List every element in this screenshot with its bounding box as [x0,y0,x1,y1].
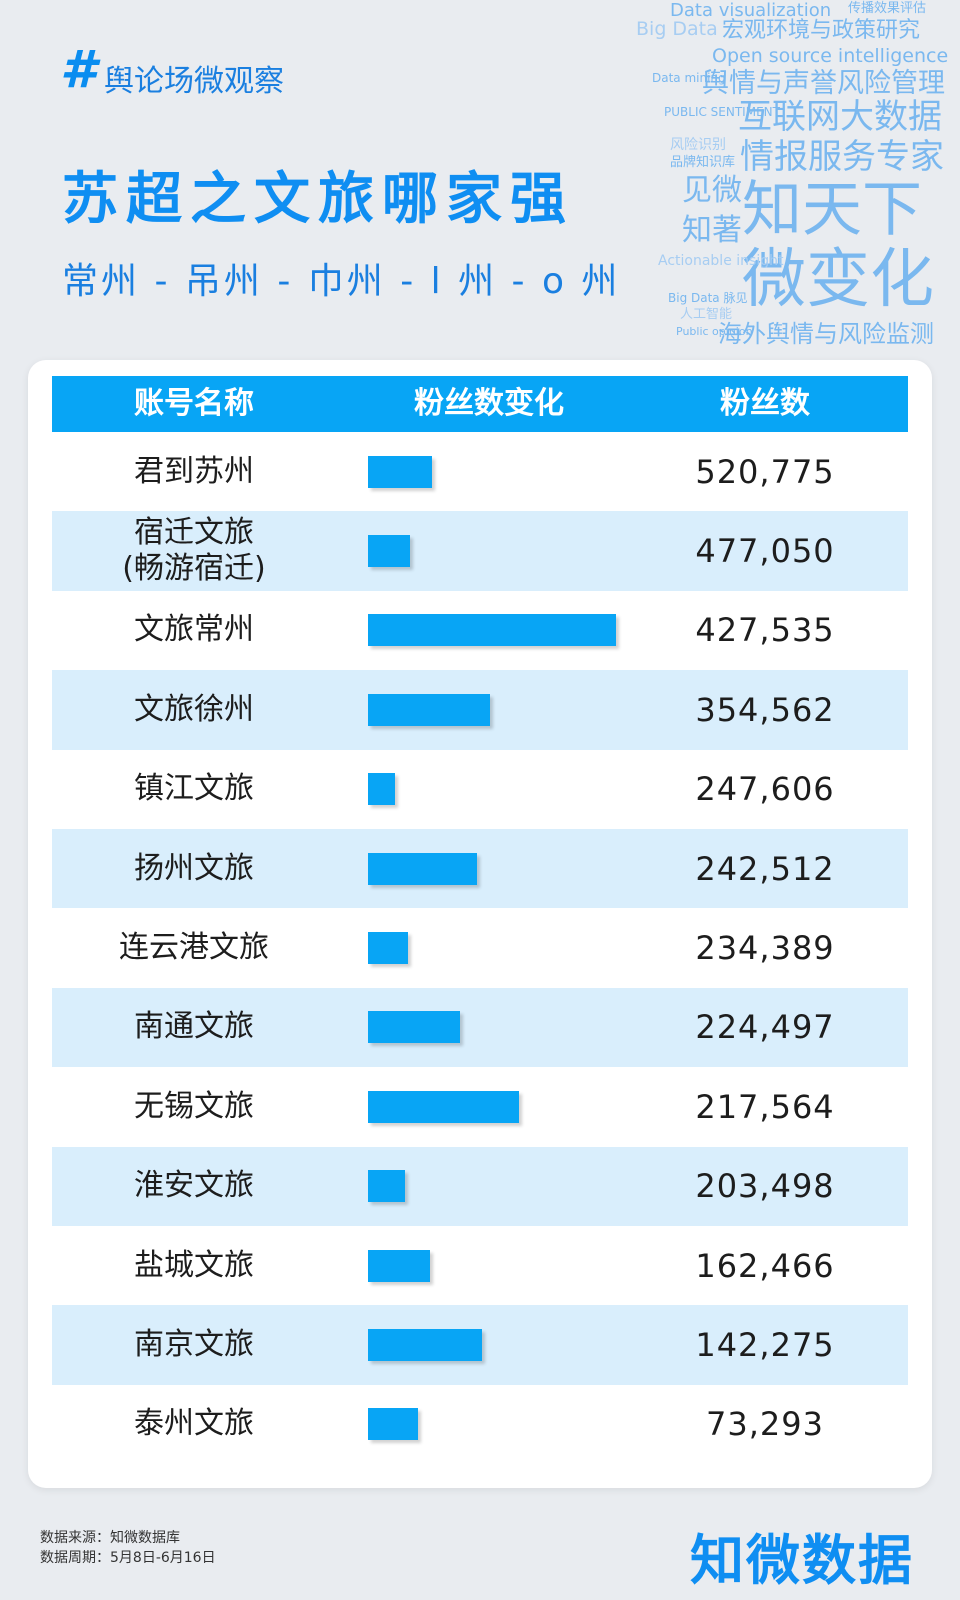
cloud-word: PUBLIC SENTIMENT [664,105,780,119]
account-name: 泰州文旅 [134,1406,254,1442]
table-body: 君到苏州 520,775 宿迁文旅 (畅游宿迁) 477,050 文旅常州 427,535… [52,432,908,1464]
fans-change-bar [368,693,490,726]
fans-count: 354,562 [695,690,835,729]
fans-change-bar [368,852,477,885]
table-row: 文旅常州 427,535 [52,591,908,670]
cloud-word: 情报服务专家 [740,137,944,177]
column-tag: 舆论场微观察 [104,64,284,99]
table-row: 文旅徐州 354,562 [52,670,908,750]
account-name: 无锡文旅 [134,1088,254,1124]
fans-change-bar [368,1408,418,1441]
account-name: 淮安文旅 [134,1168,254,1204]
fans-count: 520,775 [695,452,835,491]
data-source: 数据来源：知微数据库 [40,1530,180,1546]
cloud-word: 海外舆情与风险监测 [718,320,934,348]
table-row: 无锡文旅 217,564 [52,1067,908,1146]
cloud-word: 互联网大数据 [738,97,942,137]
table-row: 南京文旅 142,275 [52,1305,908,1385]
header-account-name: 账号名称 [134,386,254,421]
brand-logo: 知微数据 [690,1529,914,1592]
cloud-word: 品牌知识库 [670,155,736,170]
fans-change-bar [368,773,395,806]
fans-count: 162,466 [695,1246,835,1285]
cloud-word: Data visualization [670,0,832,21]
fans-count: 73,293 [706,1405,824,1444]
cloud-word: 人工智能 [680,307,733,322]
table-row: 盐城文旅 162,466 [52,1226,908,1305]
fans-count: 203,498 [695,1167,835,1206]
fans-change-bar [368,1249,430,1282]
cloud-word: 舆情与声誉风险管理 [702,68,945,99]
fans-count: 224,497 [695,1008,835,1047]
word-cloud: Data visualization 传播效果评估 Big Data 宏观环境与… [630,0,960,560]
fans-change-bar [368,1090,519,1123]
account-name: 连云港文旅 [119,930,269,966]
fans-count: 477,050 [695,532,835,571]
fans-count: 234,389 [695,929,835,968]
cloud-word: 传播效果评估 [848,1,927,16]
table-row: 泰州文旅 73,293 [52,1385,908,1464]
account-name: 南京文旅 [134,1326,254,1362]
cloud-word: 知著 [682,213,742,248]
table-row: 扬州文旅 242,512 [52,828,908,909]
table-row: 君到苏州 520,775 [52,432,908,511]
fans-change-bar [368,1328,482,1361]
table-header: 账号名称 粉丝数变化 粉丝数 [52,376,908,432]
ranking-card: 账号名称 粉丝数变化 粉丝数 君到苏州 520,775 宿迁文旅 (畅游宿迁) 477… [28,360,932,1488]
cloud-word: Big Data 脉见 [668,291,748,305]
table-row: 连云港文旅 234,389 [52,908,908,987]
page-title: 苏超之文旅哪家强 [62,167,574,232]
table-row: 宿迁文旅 (畅游宿迁) 477,050 [52,511,908,591]
header-fans-change: 粉丝数变化 [414,386,564,421]
cloud-word: 风险识别 [670,137,726,153]
account-name: 盐城文旅 [134,1247,254,1283]
table-row: 镇江文旅 247,606 [52,750,908,829]
fans-count: 242,512 [695,849,835,888]
page-subtitle: 常州 - 吊州 - 巾州 - l 州 - o 州 [62,261,621,302]
fans-change-bar [368,932,408,965]
account-name: 镇江文旅 [134,771,254,807]
fans-change-bar [368,1170,405,1203]
table-row: 淮安文旅 203,498 [52,1146,908,1226]
hash-icon: # [60,40,97,100]
cloud-word: Public opinion [676,325,753,338]
fans-count: 217,564 [695,1087,835,1126]
fans-count: 427,535 [695,611,835,650]
account-name: 文旅徐州 [134,691,254,727]
cloud-word: 宏观环境与政策研究 [722,18,921,43]
fans-count: 142,275 [695,1325,835,1364]
cloud-word: Actionable insight [658,253,784,269]
cloud-word: Data mining [652,71,726,85]
fans-change-bar [368,455,432,488]
account-name: 君到苏州 [134,453,254,489]
cloud-word: Big Data [636,18,718,40]
footer-note: 数据来源：知微数据库 数据周期：5月8日-6月16日 [40,1528,216,1568]
account-name: 文旅常州 [134,612,254,648]
cloud-word: Open source intelligence [712,45,949,67]
fans-count: 247,606 [695,770,835,809]
fans-change-bar [368,535,410,568]
fans-change-bar [368,1011,460,1044]
cloud-word: 微变化 [742,243,934,317]
account-name: 宿迁文旅 (畅游宿迁) [122,515,266,587]
table-row: 南通文旅 224,497 [52,987,908,1068]
header-fans: 粉丝数 [720,386,810,421]
account-name: 南通文旅 [134,1009,254,1045]
data-period: 数据周期：5月8日-6月16日 [40,1550,216,1566]
cloud-word: 见微 [682,173,742,208]
account-name: 扬州文旅 [134,850,254,886]
fans-change-bar [368,614,616,647]
cloud-word: 知天下 [742,175,922,245]
